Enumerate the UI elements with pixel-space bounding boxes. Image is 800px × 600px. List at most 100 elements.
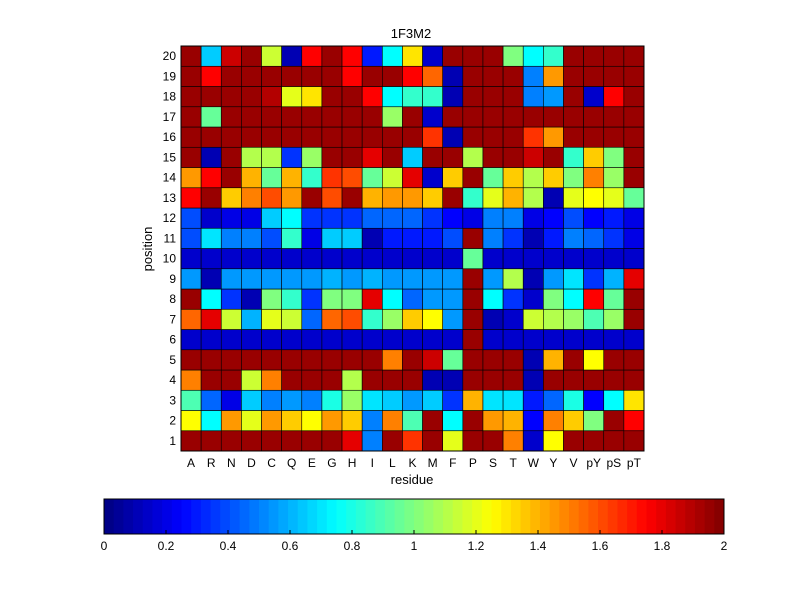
- heatmap-cell: [220, 308, 242, 330]
- colorbar-segment: [355, 499, 367, 534]
- y-tick-label: 17: [163, 110, 177, 124]
- heatmap-cell: [220, 410, 242, 432]
- heatmap-cell: [261, 248, 282, 270]
- heatmap-cell: [442, 207, 464, 229]
- heatmap-cell: [603, 126, 625, 148]
- heatmap-cell: [543, 349, 564, 371]
- heatmap-cell: [422, 187, 444, 209]
- heatmap-cell: [522, 106, 544, 128]
- colorbar-tick-label: 2: [721, 539, 728, 553]
- heatmap-cell: [261, 308, 282, 330]
- heatmap-cell: [442, 369, 464, 391]
- heatmap-cell: [220, 389, 242, 411]
- heatmap-cell: [341, 45, 363, 67]
- x-tick-label: C: [267, 456, 276, 470]
- heatmap-cell: [361, 349, 383, 371]
- heatmap-cell: [402, 86, 423, 108]
- colorbar-segment: [220, 499, 231, 534]
- heatmap-cell: [241, 167, 262, 189]
- heatmap-cell: [462, 329, 484, 351]
- heatmap-cell: [522, 86, 544, 108]
- heatmap-cell: [402, 167, 423, 189]
- colorbar-tick-label: 0.2: [158, 539, 175, 553]
- heatmap-cell: [422, 207, 444, 229]
- y-tick-label: 4: [169, 373, 176, 387]
- heatmap-cell: [281, 288, 303, 310]
- heatmap-cell: [220, 106, 242, 128]
- heatmap-cell: [422, 369, 444, 391]
- x-tick-label: pS: [606, 456, 621, 470]
- x-tick-label: G: [327, 456, 336, 470]
- heatmap-cell: [341, 410, 363, 432]
- colorbar-segment: [414, 499, 425, 534]
- heatmap-cell: [180, 207, 202, 229]
- heatmap-cell: [341, 329, 363, 351]
- heatmap-cell: [381, 106, 403, 128]
- heatmap-cell: [241, 268, 262, 290]
- heatmap-cell: [623, 288, 645, 310]
- colorbar-segment: [191, 499, 202, 534]
- heatmap-cell: [422, 167, 444, 189]
- heatmap-cell: [261, 65, 282, 87]
- heatmap-cell: [321, 288, 343, 310]
- heatmap-cell: [220, 167, 242, 189]
- heatmap-cell: [442, 45, 464, 67]
- heatmap-cell: [563, 410, 584, 432]
- heatmap-cell: [241, 45, 262, 67]
- heatmap-cell: [301, 288, 323, 310]
- heatmap-cell: [422, 308, 444, 330]
- heatmap-cell: [482, 248, 504, 270]
- colorbar-segment: [549, 499, 560, 534]
- heatmap-cell: [361, 430, 383, 452]
- heatmap-cell: [301, 187, 323, 209]
- heatmap-cell: [462, 288, 484, 310]
- heatmap-cell: [321, 227, 343, 249]
- heatmap-cell: [220, 45, 242, 67]
- heatmap-cell: [623, 207, 645, 229]
- colorbar-segment: [452, 499, 463, 534]
- colorbar-tick-label: 0.8: [344, 539, 361, 553]
- heatmap-cell: [422, 126, 444, 148]
- heatmap-cell: [200, 369, 222, 391]
- heatmap-cell: [241, 389, 262, 411]
- heatmap-cell: [442, 410, 464, 432]
- heatmap-cell: [200, 308, 222, 330]
- heatmap-cell: [462, 126, 484, 148]
- heatmap-cell: [241, 308, 262, 330]
- heatmap-cell: [200, 146, 222, 168]
- colorbar-segment: [326, 499, 337, 534]
- heatmap-cell: [482, 430, 504, 452]
- heatmap-cell: [462, 308, 484, 330]
- heatmap-cell: [180, 329, 202, 351]
- heatmap-cell: [543, 167, 564, 189]
- heatmap-cell: [241, 207, 262, 229]
- heatmap-cell: [381, 268, 403, 290]
- heatmap-cell: [261, 430, 282, 452]
- heatmap-cell: [402, 248, 423, 270]
- heatmap-cell: [603, 146, 625, 168]
- heatmap-cell: [200, 86, 222, 108]
- heatmap-cell: [261, 146, 282, 168]
- heatmap-cell: [281, 248, 303, 270]
- heatmap-cell: [261, 389, 282, 411]
- heatmap-cell: [180, 248, 202, 270]
- colorbar-segment: [588, 499, 599, 534]
- heatmap-cell: [583, 268, 605, 290]
- heatmap-cell: [261, 167, 282, 189]
- heatmap-cell: [583, 86, 605, 108]
- heatmap-cell: [361, 268, 383, 290]
- colorbar-segment: [462, 499, 473, 534]
- heatmap-cell: [180, 65, 202, 87]
- heatmap-cell: [402, 227, 423, 249]
- heatmap-cell: [462, 430, 484, 452]
- x-tick-label: R: [207, 456, 216, 470]
- heatmap-cell: [543, 430, 564, 452]
- heatmap-cell: [603, 187, 625, 209]
- heatmap-cell: [502, 227, 524, 249]
- heatmap-cell: [502, 329, 524, 351]
- heatmap-cell: [220, 187, 242, 209]
- heatmap-cell: [241, 146, 262, 168]
- heatmap-cell: [341, 106, 363, 128]
- colorbar-tick-label: 1.2: [468, 539, 485, 553]
